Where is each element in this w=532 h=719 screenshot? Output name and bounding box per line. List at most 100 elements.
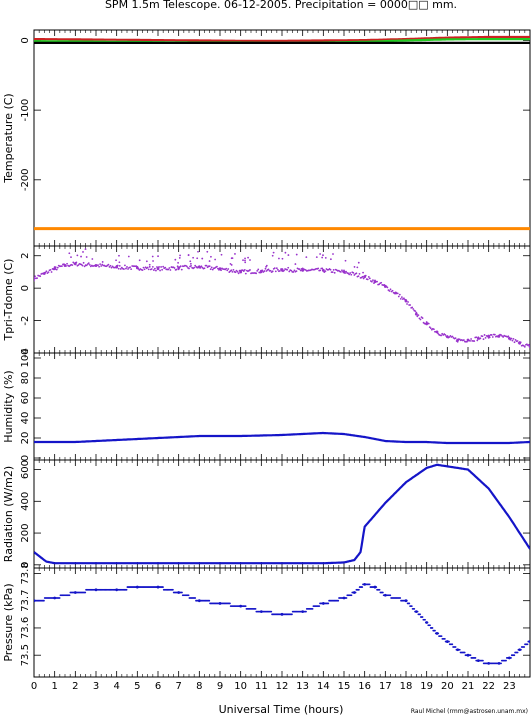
trace-point (39, 275, 42, 278)
trace-point (327, 602, 330, 605)
trace-point (234, 271, 237, 274)
outlier-point (322, 254, 324, 257)
trace-point (173, 267, 176, 269)
outlier-point (68, 252, 71, 255)
x-tick-label: 12 (276, 681, 289, 692)
trace-point (177, 268, 180, 271)
x-tick-label: 2 (72, 681, 78, 692)
trace-point (397, 295, 400, 298)
trace-point (498, 336, 500, 338)
trace-point (83, 265, 86, 268)
outlier-point (157, 255, 159, 258)
trace-point (279, 269, 281, 272)
outlier-point (201, 257, 204, 260)
outlier-point (127, 255, 130, 258)
trace-point (429, 624, 431, 627)
trace-point (167, 268, 170, 271)
trace-point (237, 272, 240, 275)
outlier-point (319, 253, 321, 255)
trace-point (162, 586, 164, 588)
trace-point (171, 588, 174, 591)
y-tick-label: -4 (20, 348, 31, 358)
trace-point (389, 594, 392, 597)
trace-point (502, 336, 505, 338)
trace-point (405, 599, 408, 602)
trace-point (332, 269, 335, 271)
trace-point (194, 264, 197, 267)
outlier-point (76, 254, 79, 257)
trace-point (337, 599, 340, 602)
trace-point (243, 269, 246, 271)
trace-point (505, 659, 507, 662)
trace-point (416, 315, 419, 318)
trace-point (34, 279, 35, 282)
trace-point (375, 586, 378, 588)
trace-point (434, 629, 436, 632)
trace-point (45, 270, 48, 273)
trace-point (305, 610, 307, 613)
trace-point (244, 605, 247, 608)
trace-point (274, 270, 277, 273)
y-tick-label: 200 (20, 524, 31, 543)
trace-point (352, 271, 355, 274)
trace-point (343, 269, 345, 272)
trace-point (125, 588, 128, 591)
trace-point (348, 273, 351, 276)
outlier-point (244, 259, 246, 262)
trace-point (230, 269, 233, 272)
trace-point (419, 318, 422, 321)
trace-point (200, 265, 203, 268)
outlier-point (362, 271, 364, 274)
trace-point (286, 268, 289, 271)
trace-point (116, 264, 119, 267)
trace-point (454, 646, 457, 648)
trace-point (508, 336, 511, 339)
trace-point (424, 618, 426, 621)
trace-point (469, 340, 471, 342)
trace-point (58, 597, 61, 599)
outlier-point (294, 263, 297, 265)
trace-point (484, 337, 487, 339)
trace-point (143, 268, 146, 271)
outlier-point (271, 254, 274, 257)
trace-point (317, 267, 320, 270)
trace-point (483, 334, 486, 336)
trace-point (119, 268, 122, 270)
trace-point (514, 339, 517, 341)
trace-point (399, 297, 402, 300)
trace-point (511, 339, 514, 342)
trace-point (44, 271, 47, 274)
outlier-point (249, 259, 251, 261)
x-tick-label: 10 (234, 681, 247, 692)
trace-point (209, 268, 212, 271)
trace-point (462, 339, 465, 341)
plot-area (34, 35, 530, 231)
trace-point (267, 268, 270, 271)
trace-point (419, 613, 421, 616)
trace-point (208, 265, 211, 268)
outlier-point (101, 261, 104, 263)
x-tick-label: 16 (358, 681, 371, 692)
outlier-point (230, 264, 233, 266)
trace-point (321, 267, 324, 270)
y-tick-label: 20 (20, 432, 31, 445)
trace-point (391, 289, 394, 292)
outlier-point (357, 261, 360, 264)
trace-point (361, 275, 364, 278)
x-tick-label: 17 (379, 681, 392, 692)
trace-point (344, 272, 346, 275)
trace-point (110, 266, 113, 269)
y-tick-label: 0 (20, 455, 31, 461)
trace-point (107, 263, 110, 266)
outlier-point (145, 260, 148, 263)
trace-point (474, 657, 477, 659)
trace-point (154, 267, 156, 270)
x-tick-label: 11 (255, 681, 268, 692)
trace-point (341, 269, 343, 272)
trace-point (470, 338, 472, 340)
trace-point (415, 311, 418, 314)
trace-point (293, 269, 296, 272)
trace-point (151, 265, 154, 268)
trace-point (54, 266, 57, 269)
trace-point (161, 268, 164, 271)
